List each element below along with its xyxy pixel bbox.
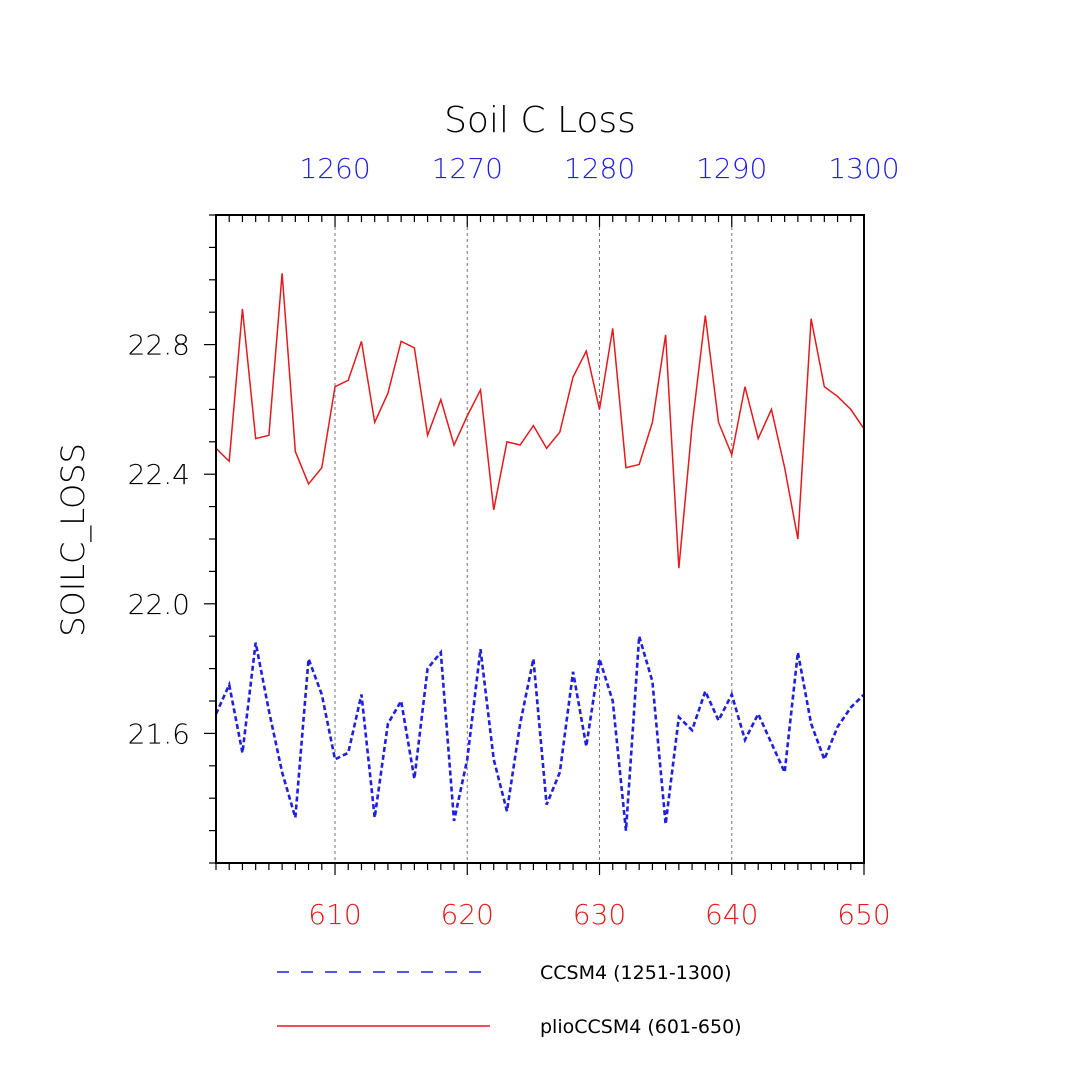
series-line-1 (215, 273, 865, 569)
legend-label-ccsm4: CCSM4 (1251-1300) (540, 962, 732, 984)
legend: CCSM4 (1251-1300) plioCCSM4 (601-650) (277, 962, 742, 1038)
x-bottom-tick-labels: 610 620 630 640 650 (308, 898, 890, 931)
x-top-tick-label: 1290 (696, 152, 767, 185)
series-group (214, 273, 865, 831)
y-tick-labels: 21.6 22.0 22.4 22.8 (128, 329, 190, 751)
y-tick-label: 22.8 (128, 329, 190, 362)
x-bottom-tick-label: 650 (837, 898, 890, 931)
legend-label-pliocsm4: plioCCSM4 (601-650) (540, 1016, 742, 1038)
y-tick-label: 21.6 (128, 717, 190, 750)
x-top-tick-label: 1280 (564, 152, 635, 185)
y-tick-label: 22.4 (128, 458, 190, 491)
x-top-tick-label: 1270 (432, 152, 503, 185)
x-top-tick-label: 1260 (299, 152, 370, 185)
x-bottom-tick-label: 610 (308, 898, 361, 931)
y-axis-label: SOILC_LOSS (54, 443, 92, 637)
chart-title: Soil C Loss (444, 100, 636, 141)
x-top-tick-labels: 1260 1270 1280 1290 1300 (299, 152, 899, 185)
x-top-tick-label: 1300 (828, 152, 899, 185)
y-tick-label: 22.0 (128, 588, 190, 621)
x-bottom-tick-label: 620 (441, 898, 494, 931)
x-bottom-tick-label: 630 (573, 898, 626, 931)
axis-ticks (204, 214, 865, 875)
plot-frame (215, 214, 865, 864)
x-bottom-tick-label: 640 (705, 898, 758, 931)
series-line-0 (214, 635, 865, 831)
